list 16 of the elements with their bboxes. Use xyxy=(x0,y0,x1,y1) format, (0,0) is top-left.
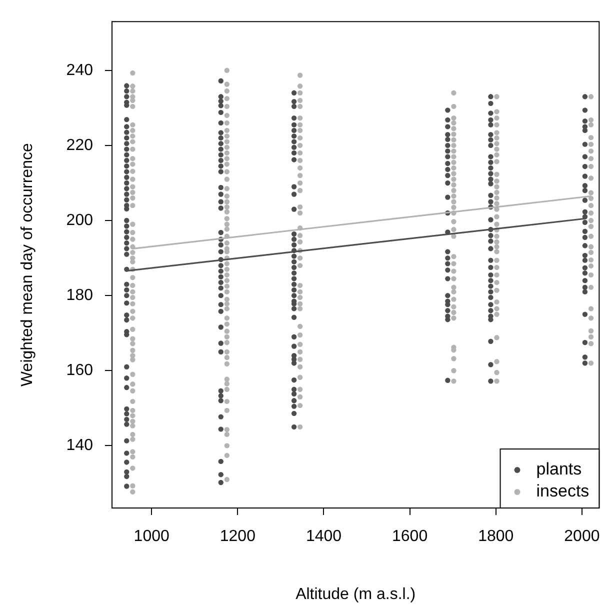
x-axis-title: Altitude (m a.s.l.) xyxy=(296,586,416,603)
legend-label: insects xyxy=(536,482,590,501)
y-tick-label: 160 xyxy=(66,362,94,380)
x-tick-label: 1000 xyxy=(134,528,170,546)
x-tick-label: 1800 xyxy=(478,528,514,546)
y-tick-label: 180 xyxy=(66,286,94,304)
y-tick-label: 200 xyxy=(66,212,94,229)
y-tick-label: 240 xyxy=(66,62,94,79)
x-tick-label: 1400 xyxy=(306,528,342,546)
y-axis-title: Weighted mean day of occurrence xyxy=(19,143,36,387)
y-tick-label: 140 xyxy=(66,437,94,454)
legend-label: plants xyxy=(536,460,582,479)
x-tick-label: 1600 xyxy=(392,528,428,546)
x-tick-label: 1200 xyxy=(220,528,256,546)
y-tick-label: 220 xyxy=(66,136,94,154)
x-tick-label: 2000 xyxy=(564,528,600,546)
